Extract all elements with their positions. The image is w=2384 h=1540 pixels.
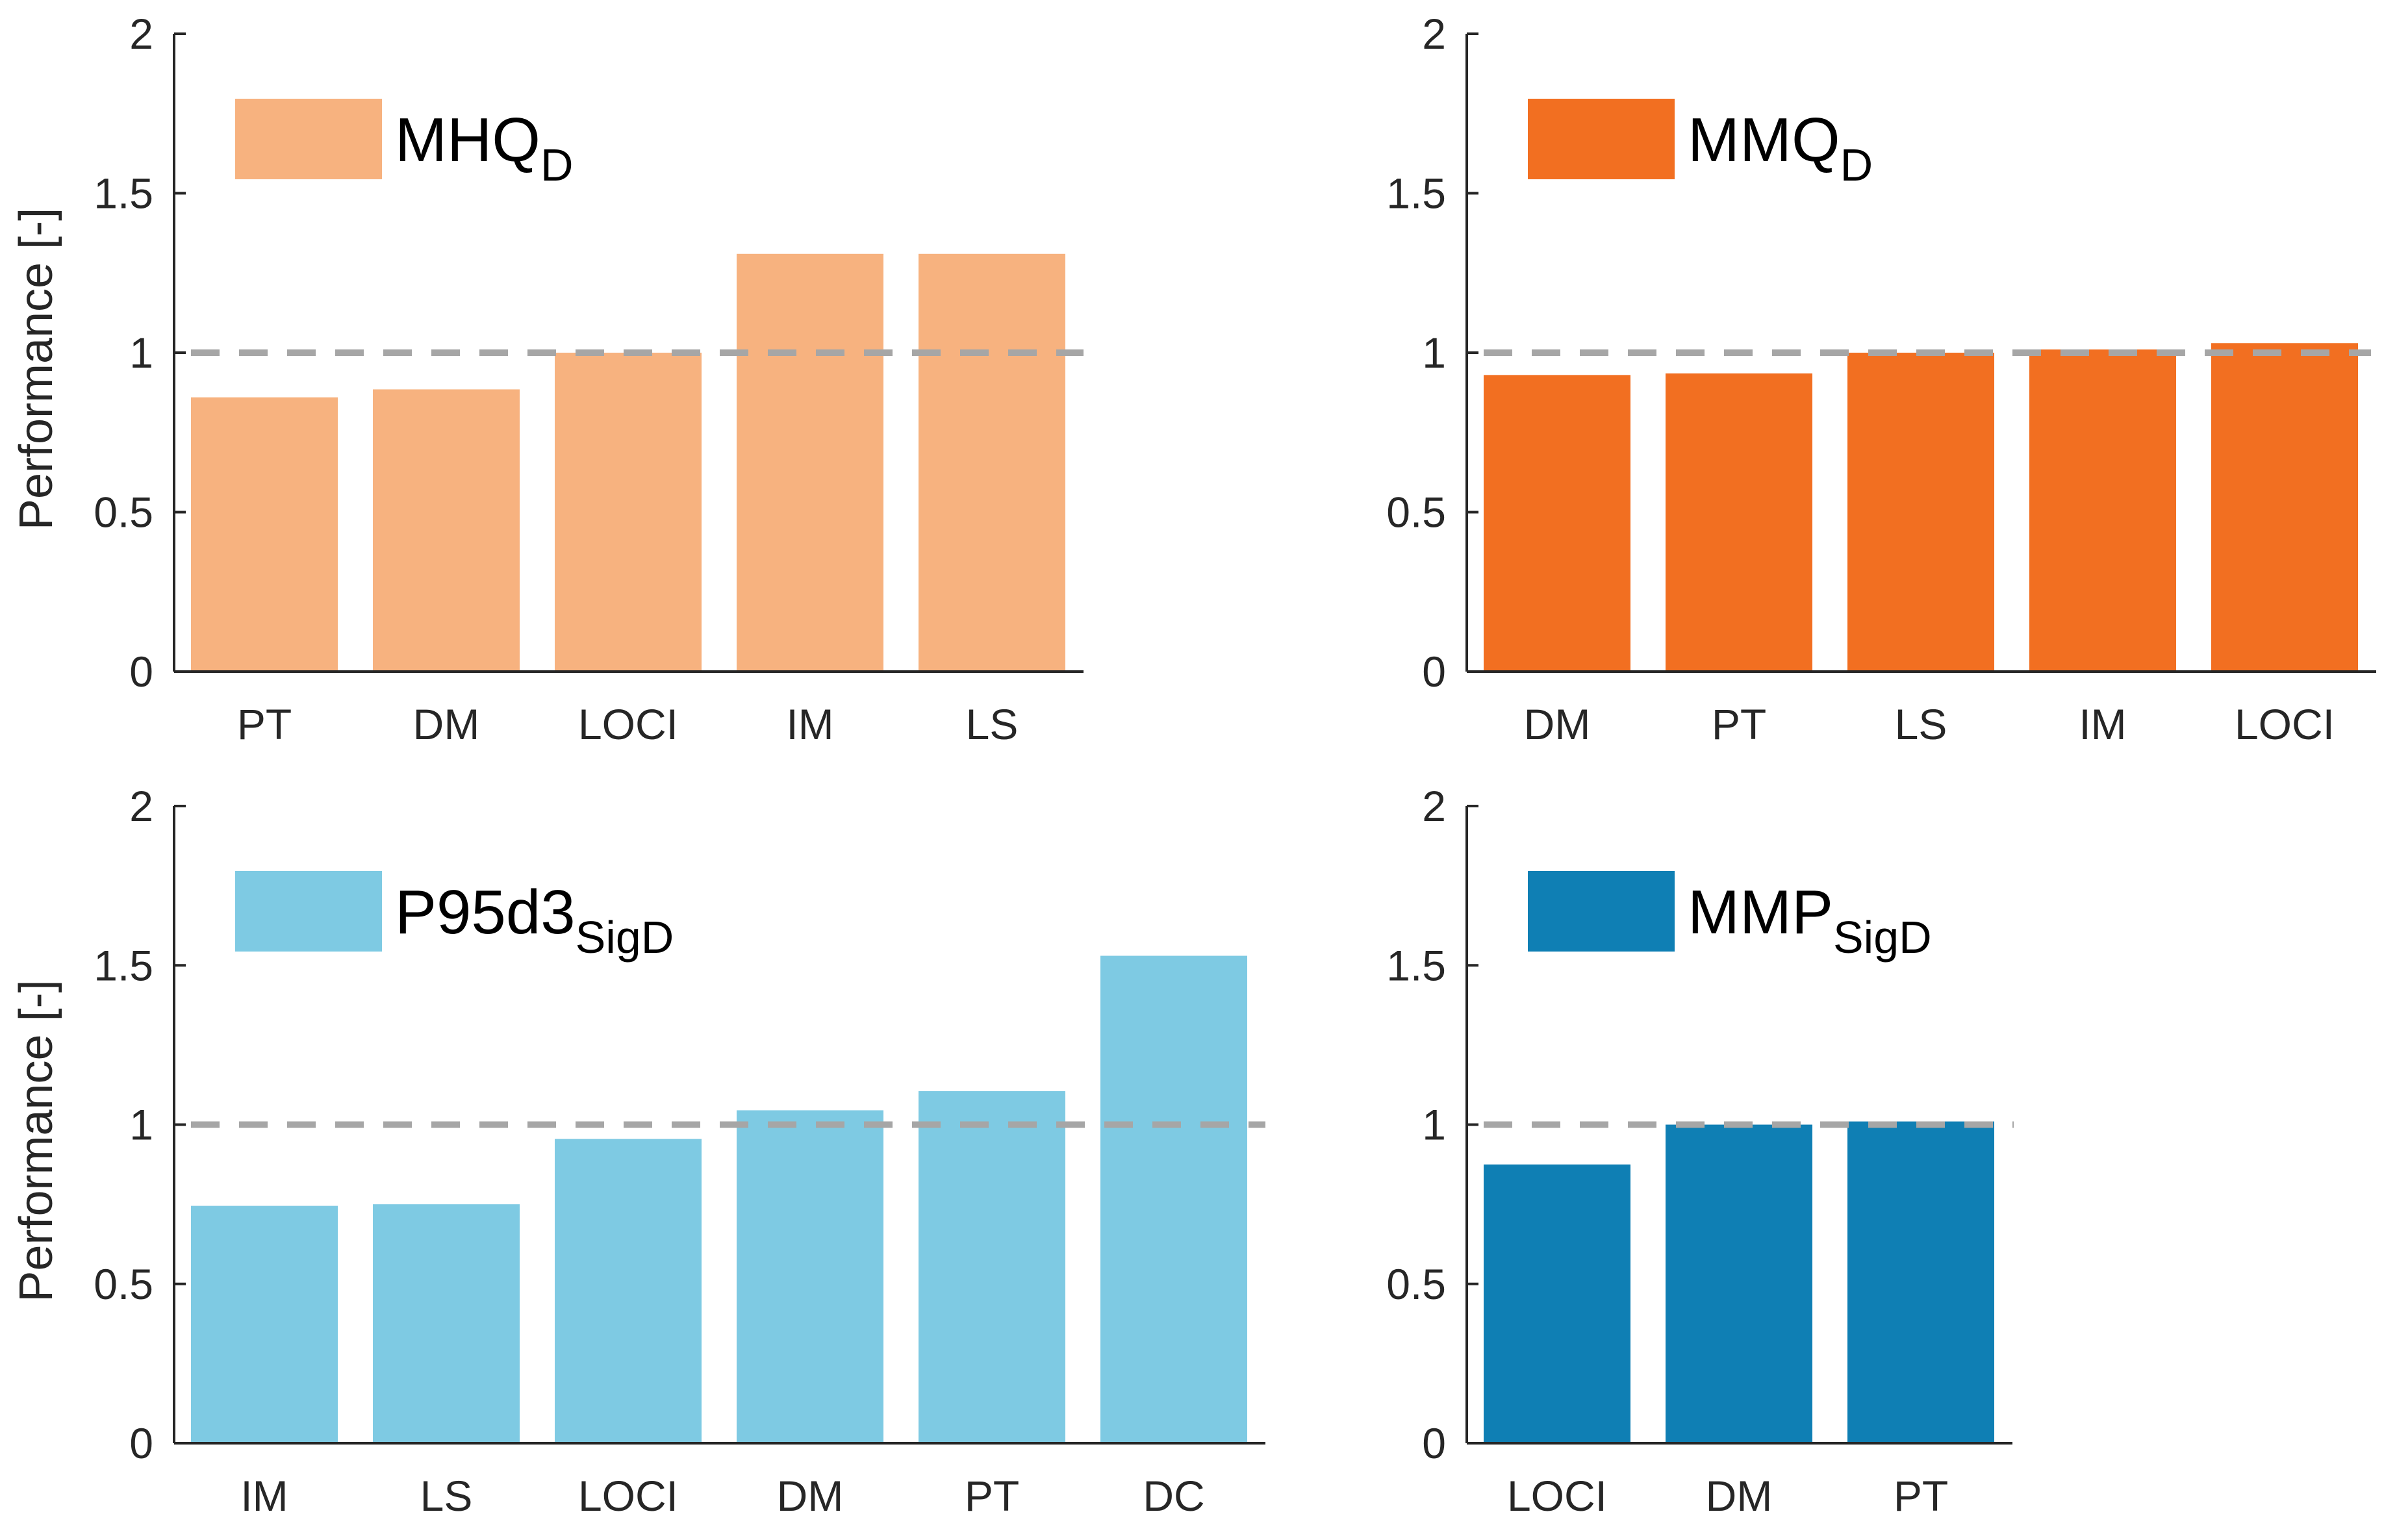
y-tick-label: 1.5 xyxy=(94,170,153,218)
y-tick-label: 1 xyxy=(129,1101,153,1149)
bar-ls xyxy=(919,253,1065,672)
legend-swatch xyxy=(235,871,382,952)
y-tick-label: 2 xyxy=(1422,782,1446,830)
bar-pt xyxy=(191,397,338,672)
y-tick-label: 0.5 xyxy=(94,1260,153,1308)
x-tick-label: LOCI xyxy=(578,700,678,748)
y-tick-label: 0.5 xyxy=(94,488,153,536)
y-axis-label: Performance [-] xyxy=(10,208,62,530)
bar-loci xyxy=(555,353,702,672)
y-tick-label: 0.5 xyxy=(1386,1260,1446,1308)
legend-swatch xyxy=(235,99,382,179)
x-tick-label: IM xyxy=(786,700,833,748)
y-tick-label: 1 xyxy=(129,329,153,377)
bar-dm xyxy=(1666,1124,1812,1443)
y-tick-label: 2 xyxy=(1422,10,1446,58)
y-tick-label: 1.5 xyxy=(1386,941,1446,989)
y-tick-label: 2 xyxy=(129,10,153,58)
y-tick-label: 2 xyxy=(129,782,153,830)
chart-panel-4: LOCI DM PT 0 0.5 1 1.5 2 MMPSigD xyxy=(1386,782,2014,1520)
legend-swatch xyxy=(1528,99,1675,179)
bar-dm xyxy=(373,389,520,672)
y-tick-label: 1.5 xyxy=(1386,170,1446,218)
y-tick-label: 0 xyxy=(1422,648,1446,696)
x-tick-label: LOCI xyxy=(1507,1472,1607,1520)
x-tick-label: PT xyxy=(965,1472,1019,1520)
bar-im xyxy=(737,253,883,672)
legend-label: MMQD xyxy=(1688,105,1873,190)
x-tick-label: DM xyxy=(1706,1472,1773,1520)
x-tick-label: DM xyxy=(413,700,480,748)
bar-pt xyxy=(1666,373,1812,672)
chart-panel-2: DM PT LS IM LOCI 0 0.5 1 1.5 2 MMQD xyxy=(1386,10,2376,748)
x-tick-label: DM xyxy=(777,1472,844,1520)
bar-pt xyxy=(919,1091,1065,1443)
bar-loci xyxy=(1484,1164,1630,1443)
chart-panel-1: PT DM LOCI IM LS 0 0.5 1 1.5 2 Performance [-] MHQD xyxy=(10,10,1084,748)
bar-loci xyxy=(555,1139,702,1443)
legend-label: MHQD xyxy=(395,105,574,190)
legend-swatch xyxy=(1528,871,1675,952)
x-tick-label: LS xyxy=(1895,700,1947,748)
x-tick-label: LS xyxy=(420,1472,473,1520)
bar-ls xyxy=(1847,353,1994,672)
y-tick-label: 0.5 xyxy=(1386,488,1446,536)
x-tick-label: LS xyxy=(966,700,1019,748)
legend-label: MMPSigD xyxy=(1688,877,1932,963)
y-tick-label: 0 xyxy=(129,648,153,696)
bar-pt xyxy=(1847,1121,1994,1443)
y-tick-label: 1 xyxy=(1422,1101,1446,1149)
x-tick-label: DC xyxy=(1143,1472,1204,1520)
x-tick-label: IM xyxy=(240,1472,288,1520)
bar-loci xyxy=(2211,343,2358,672)
bar-dm xyxy=(1484,375,1630,672)
x-tick-label: LOCI xyxy=(2235,700,2335,748)
bar-im xyxy=(191,1205,338,1443)
x-tick-label: PT xyxy=(237,700,292,748)
legend-label: P95d3SigD xyxy=(395,877,674,963)
bar-dc xyxy=(1100,955,1247,1443)
y-axis-label: Performance [-] xyxy=(10,979,62,1302)
x-tick-label: LOCI xyxy=(578,1472,678,1520)
x-tick-label: PT xyxy=(1712,700,1766,748)
y-tick-label: 1.5 xyxy=(94,941,153,989)
x-tick-label: IM xyxy=(2079,700,2126,748)
y-tick-label: 1 xyxy=(1422,329,1446,377)
x-tick-label: DM xyxy=(1524,700,1591,748)
bar-im xyxy=(2029,349,2176,672)
y-tick-label: 0 xyxy=(1422,1419,1446,1467)
y-tick-label: 0 xyxy=(129,1419,153,1467)
x-tick-label: PT xyxy=(1894,1472,1948,1520)
bar-dm xyxy=(737,1110,883,1443)
bar-ls xyxy=(373,1204,520,1443)
chart-panel-3: IM LS LOCI DM PT DC 0 0.5 1 1.5 2 Performance [-] P9… xyxy=(10,782,1265,1520)
